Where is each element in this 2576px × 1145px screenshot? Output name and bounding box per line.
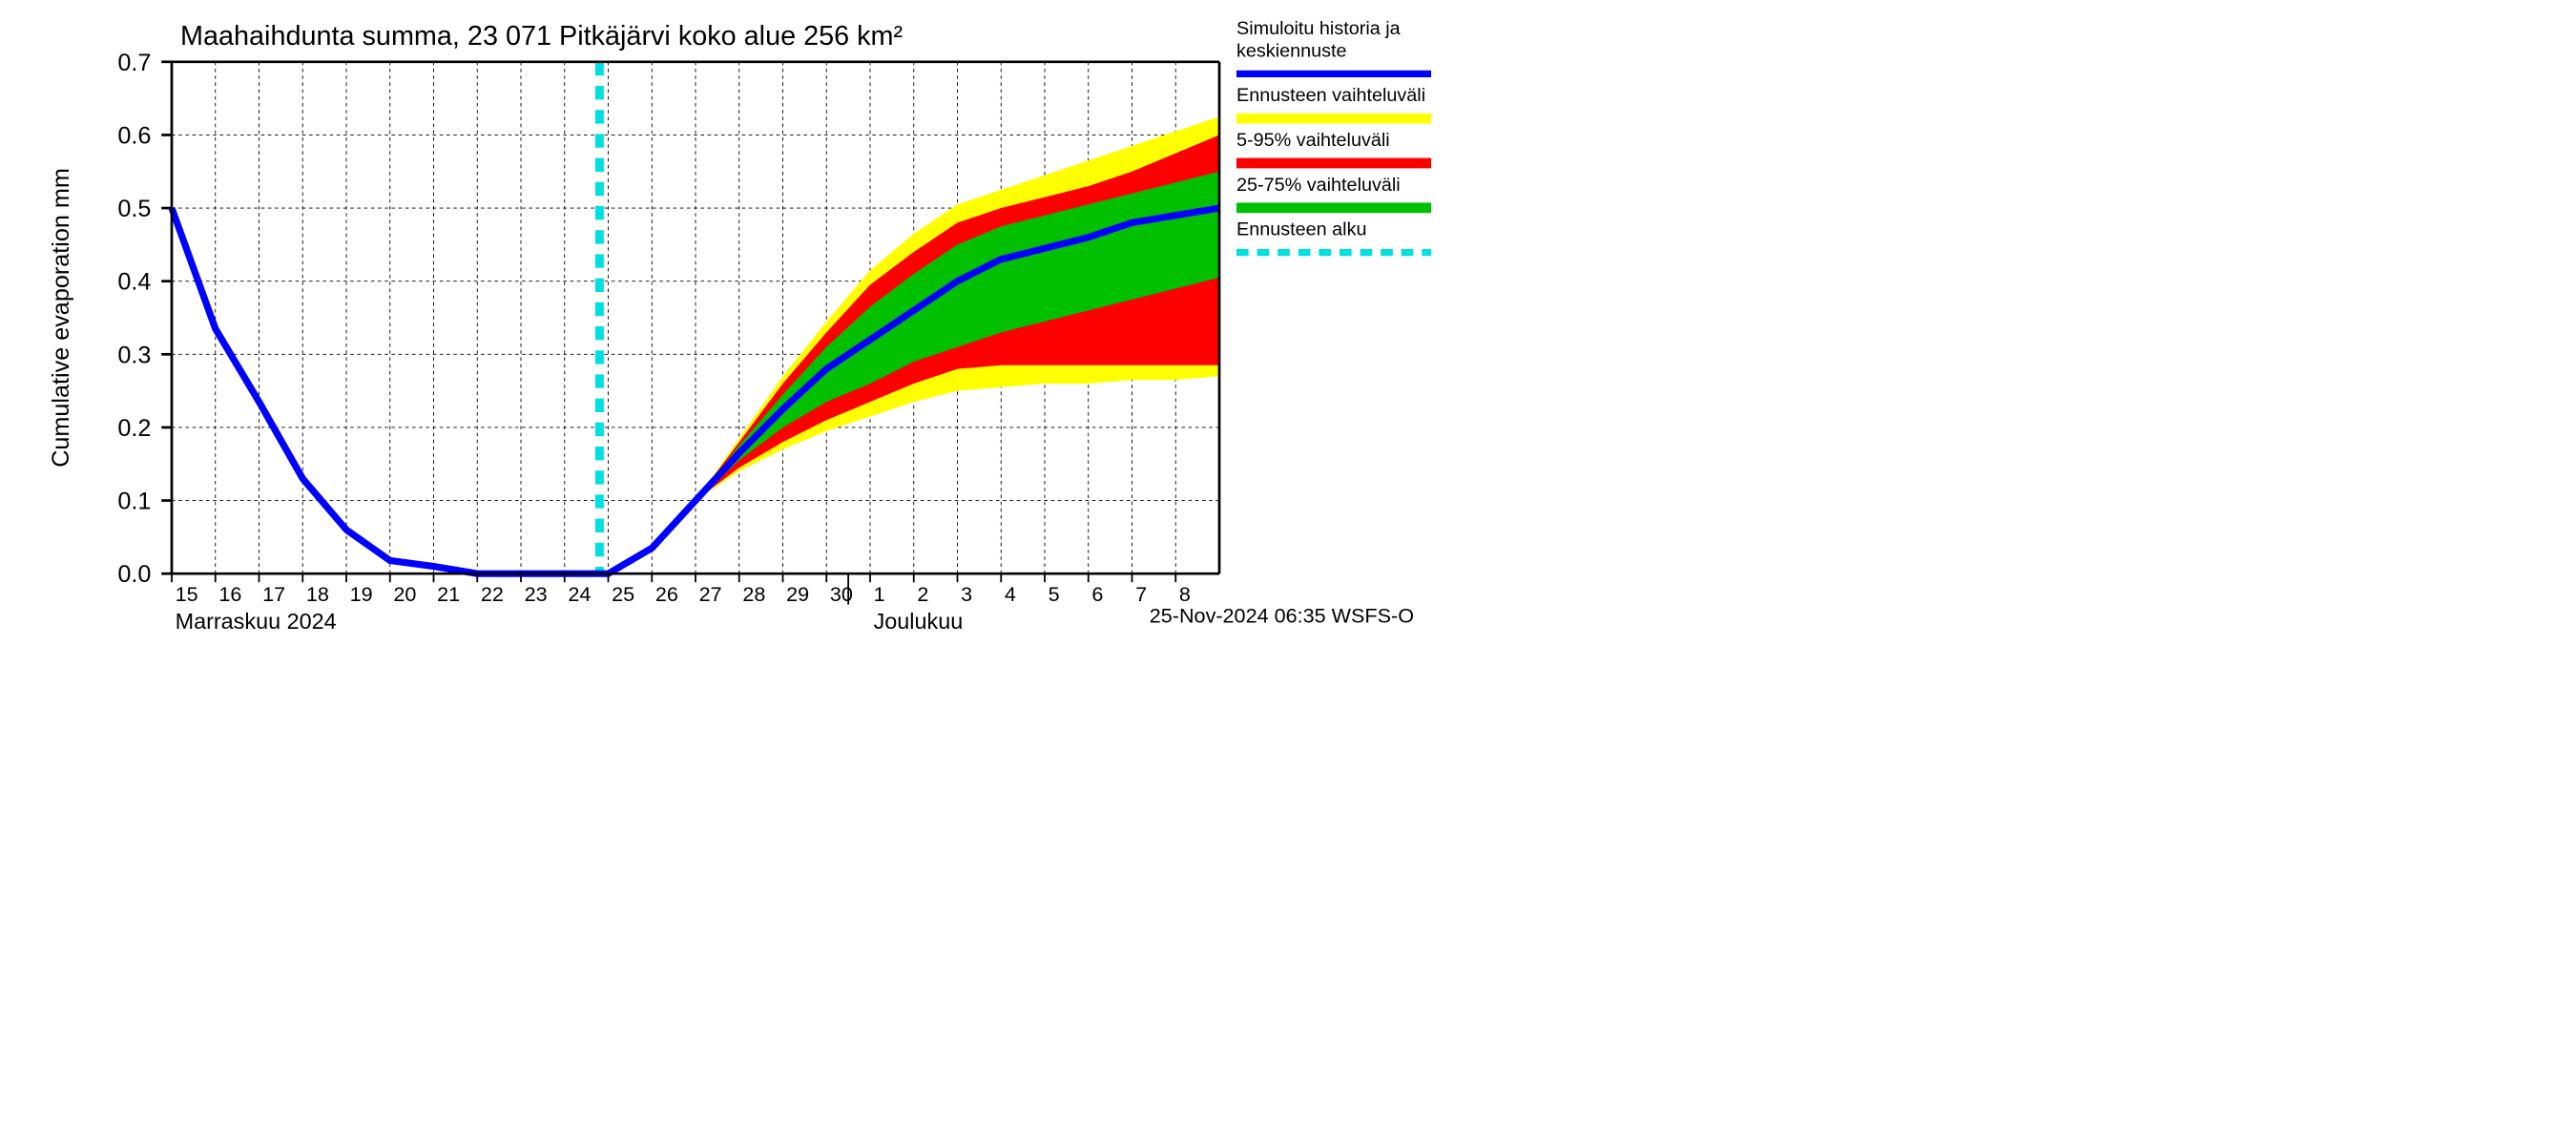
xtick-label: 6 [1091, 582, 1103, 606]
xtick-label: 16 [218, 582, 241, 606]
ytick-label: 0.5 [117, 196, 151, 222]
xtick-label: 22 [481, 582, 504, 606]
chart-container: 0.00.10.20.30.40.50.60.71516171819202122… [0, 0, 1431, 636]
xtick-label: 17 [262, 582, 285, 606]
legend-label: Ennusteen alku [1236, 219, 1366, 240]
xtick-label: 27 [699, 582, 722, 606]
legend-label: keskiennuste [1236, 40, 1347, 61]
month-label: Marraskuu 2024 [176, 609, 337, 634]
legend-label: 25-75% vaihteluväli [1236, 175, 1401, 196]
xtick-label: 25 [612, 582, 634, 606]
xtick-label: 3 [961, 582, 972, 606]
month-label-en: December [874, 633, 977, 636]
legend-label: 5-95% vaihteluväli [1236, 130, 1390, 151]
xtick-label: 28 [742, 582, 765, 606]
xtick-label: 5 [1049, 582, 1060, 606]
xtick-label: 1 [874, 582, 885, 606]
xtick-label: 18 [306, 582, 329, 606]
ytick-label: 0.6 [117, 122, 151, 149]
xtick-label: 20 [393, 582, 416, 606]
xtick-label: 24 [568, 582, 591, 606]
footer-timestamp: 25-Nov-2024 06:35 WSFS-O [1150, 604, 1414, 628]
legend-swatch [1236, 202, 1431, 213]
ytick-label: 0.0 [117, 561, 151, 588]
month-label: Joulukuu [874, 609, 964, 634]
xtick-label: 21 [437, 582, 460, 606]
xtick-label: 4 [1005, 582, 1016, 606]
ytick-label: 0.1 [117, 489, 151, 515]
month-label-en: November [176, 633, 279, 636]
legend-swatch [1236, 158, 1431, 169]
legend-label: Simuloitu historia ja [1236, 18, 1402, 39]
ytick-label: 0.2 [117, 415, 151, 442]
xtick-label: 19 [350, 582, 373, 606]
xtick-label: 7 [1135, 582, 1147, 606]
ytick-label: 0.7 [117, 50, 151, 76]
xtick-label: 15 [176, 582, 198, 606]
legend-label: Ennusteen vaihteluväli [1236, 85, 1425, 106]
ytick-label: 0.4 [117, 269, 151, 296]
y-axis-label: Cumulative evaporation mm [48, 168, 74, 468]
xtick-label: 30 [830, 582, 853, 606]
legend-swatch [1236, 114, 1431, 124]
xtick-label: 2 [917, 582, 928, 606]
xtick-label: 29 [786, 582, 809, 606]
chart-title: Maahaihdunta summa, 23 071 Pitkäjärvi ko… [180, 21, 904, 52]
xtick-label: 23 [525, 582, 548, 606]
xtick-label: 26 [655, 582, 678, 606]
xtick-label: 8 [1179, 582, 1191, 606]
ytick-label: 0.3 [117, 342, 151, 368]
chart-svg: 0.00.10.20.30.40.50.60.71516171819202122… [0, 0, 1431, 636]
